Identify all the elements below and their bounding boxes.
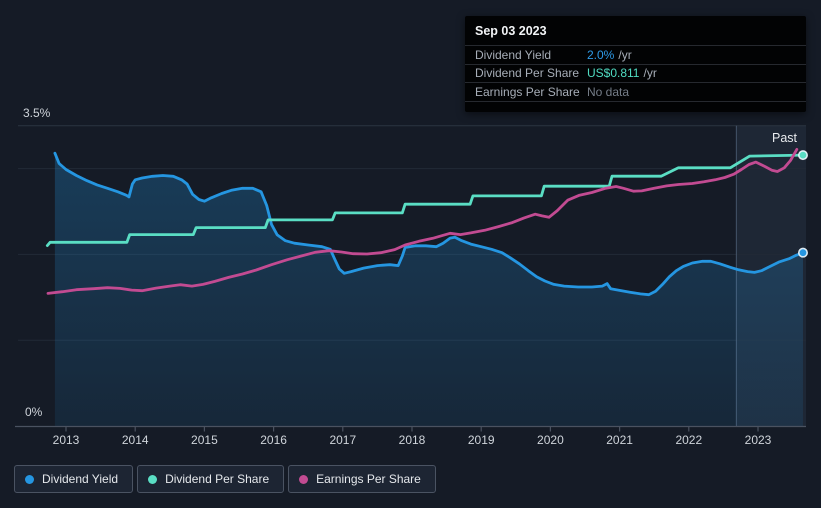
tooltip-label: Earnings Per Share (475, 84, 580, 99)
past-label: Past (772, 131, 798, 145)
legend-dot-icon (299, 474, 309, 484)
tooltip-value: 2.0% (587, 47, 615, 62)
legend-item-dividend-per-share[interactable]: Dividend Per Share (137, 465, 285, 493)
x-axis-label: 2013 (53, 433, 80, 447)
series-end-dot-dividend-per-share (797, 150, 808, 161)
tooltip-row-dividend-per-share: Dividend Per Share US$0.811 /yr (465, 63, 806, 83)
tooltip-date: Sep 03 2023 (475, 24, 547, 38)
tooltip-value-suffix: /yr (643, 66, 657, 81)
x-axis-label: 2019 (468, 433, 495, 447)
x-axis-label: 2023 (745, 433, 772, 447)
y-axis-label-min: 0% (25, 405, 43, 419)
legend-item-label: Dividend Per Share (165, 472, 270, 486)
legend-dot-icon (25, 474, 34, 484)
x-axis-label: 2022 (675, 433, 702, 447)
series-line-earnings-per-share (46, 147, 799, 295)
x-axis-label: 2018 (399, 433, 426, 447)
x-axis-label: 2021 (606, 433, 633, 447)
tooltip-value: No data (587, 84, 630, 99)
area-fill-dividend-yield (54, 153, 803, 426)
tooltip-label: Dividend Yield (475, 47, 552, 62)
tooltip-label: Dividend Per Share (475, 66, 580, 81)
series-line-dividend-yield (53, 151, 805, 297)
legend-item-dividend-yield[interactable]: Dividend Yield (14, 465, 134, 493)
chart-tooltip: Sep 03 2023 Dividend Yield 2.0% /yr Divi… (465, 16, 806, 112)
legend-item-label: Earnings Per Share (316, 472, 421, 486)
x-axis-label: 2016 (260, 433, 287, 447)
tooltip-row-earnings-per-share: Earnings Per Share No data (465, 82, 806, 101)
legend-item-earnings-per-share[interactable]: Earnings Per Share (288, 465, 436, 493)
tooltip-value: US$0.811 (587, 66, 640, 81)
x-axis-label: 2020 (537, 433, 564, 447)
series-end-dot-dividend-yield (797, 247, 808, 258)
tooltip-row-dividend-yield: Dividend Yield 2.0% /yr (465, 45, 806, 64)
y-axis-label-max: 3.5% (23, 106, 51, 120)
series-line-dividend-per-share (45, 153, 805, 248)
chart-legend: Dividend Yield Dividend Per Share Earnings… (14, 465, 436, 493)
x-axis-label: 2015 (191, 433, 218, 447)
legend-item-label: Dividend Yield (42, 472, 119, 486)
x-axis-label: 2014 (122, 433, 149, 447)
legend-dot-icon (148, 474, 158, 484)
x-axis-label: 2017 (329, 433, 356, 447)
tooltip-value-suffix: /yr (618, 47, 632, 62)
